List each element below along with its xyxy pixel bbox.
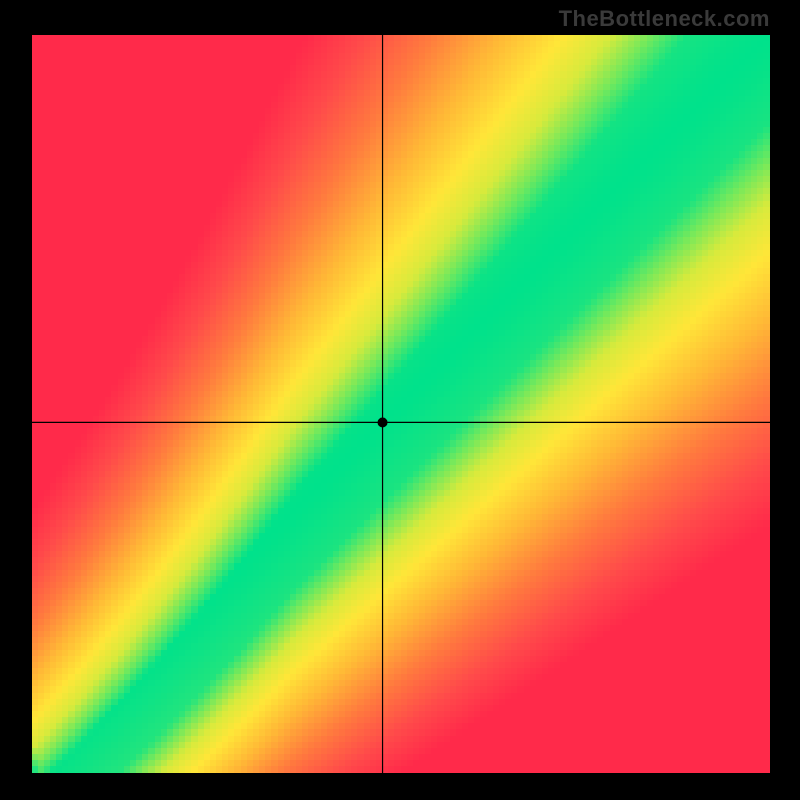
chart-container: TheBottleneck.com xyxy=(0,0,800,800)
watermark-text: TheBottleneck.com xyxy=(559,6,770,32)
bottleneck-heatmap xyxy=(32,35,770,773)
